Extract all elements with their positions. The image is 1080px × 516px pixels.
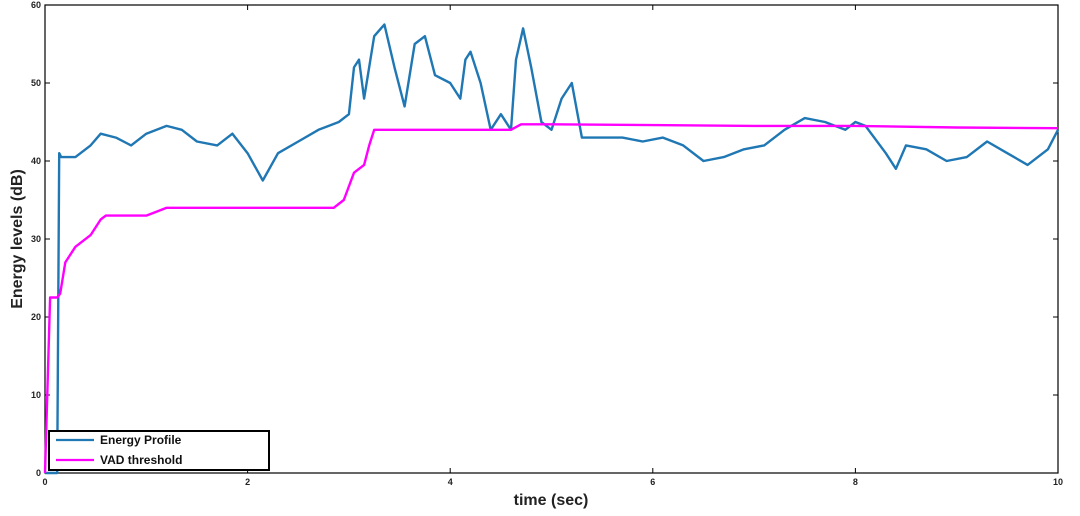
x-axis-label: time (sec) (514, 492, 589, 509)
legend: Energy Profile VAD threshold (48, 430, 270, 471)
series-group (43, 23, 1060, 475)
series-line-energy-profile (45, 23, 1060, 475)
x-tick-label: 6 (650, 477, 655, 487)
y-tick-label: 50 (31, 78, 41, 88)
x-tick-label: 8 (853, 477, 858, 487)
y-tick-label: 60 (31, 0, 41, 10)
y-tick-label: 40 (31, 156, 41, 166)
y-tick-label: 10 (31, 390, 41, 400)
y-tick-label: 20 (31, 312, 41, 322)
y-axis-label: Energy levels (dB) (9, 169, 26, 309)
x-tick-label: 0 (42, 477, 47, 487)
series-line-vad-threshold (43, 123, 1059, 474)
legend-box (48, 430, 270, 471)
legend-label-energy-profile: Energy Profile (100, 433, 182, 447)
x-tick-label: 2 (245, 477, 250, 487)
x-tick-label: 4 (448, 477, 453, 487)
x-tick-label: 10 (1053, 477, 1063, 487)
plot-area (44, 4, 1059, 474)
axis-ticks: 0 2 4 6 8 10 0 10 20 30 40 50 60 (31, 0, 1063, 487)
y-tick-label: 30 (31, 234, 41, 244)
y-tick-label: 0 (36, 468, 41, 478)
legend-label-vad-threshold: VAD threshold (100, 453, 182, 467)
